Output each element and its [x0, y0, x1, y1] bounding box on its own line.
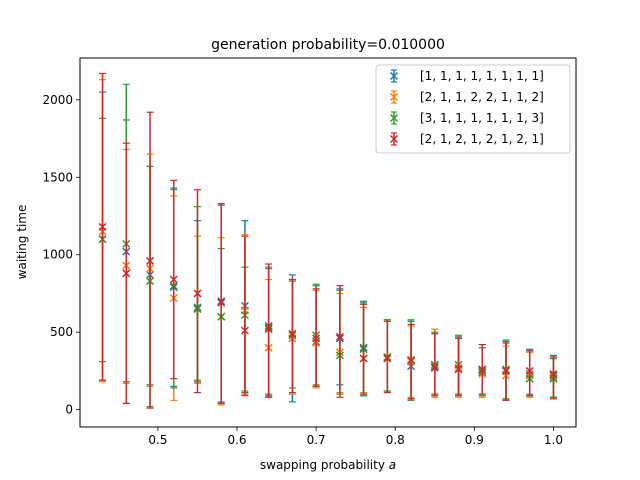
data-point [98, 222, 107, 231]
legend-marker [389, 92, 399, 102]
chart-title: generation probability=0.010000 [211, 37, 445, 53]
legend-item-2: [2, 1, 1, 2, 2, 1, 1, 2] [389, 90, 544, 104]
y-tick-label: 0 [65, 403, 73, 417]
legend-item-1: [1, 1, 1, 1, 1, 1, 1, 1] [389, 69, 544, 83]
data-point [407, 356, 416, 365]
data-point [288, 329, 297, 338]
x-axis-title-text: swapping probability [260, 458, 385, 472]
y-axis: 0 500 1000 1500 2000 [42, 93, 80, 417]
y-tick-label: 1500 [42, 170, 73, 184]
data-point [549, 369, 558, 379]
legend: [1, 1, 1, 1, 1, 1, 1, 1] [2, 1, 1, 2, 2, … [375, 64, 571, 154]
legend-label: [3, 1, 1, 1, 1, 1, 1, 3] [420, 111, 544, 125]
legend-label: [2, 1, 2, 1, 2, 1, 2, 1] [420, 132, 544, 146]
x-tick-label: 0.9 [465, 433, 484, 447]
data-point [525, 366, 534, 375]
data-point [264, 325, 273, 334]
data-point [454, 365, 463, 374]
y-axis-title: waiting time [15, 205, 29, 280]
legend-box [375, 64, 571, 154]
data-point [501, 366, 511, 375]
y-tick-label: 1000 [42, 248, 73, 262]
legend-item-3: [3, 1, 1, 1, 1, 1, 1, 3] [389, 111, 544, 125]
legend-marker [389, 134, 399, 144]
x-tick-label: 0.5 [148, 433, 167, 447]
x-axis-title: swapping probability a [260, 458, 396, 472]
data-point [145, 256, 155, 265]
x-tick-label: 0.7 [307, 433, 326, 447]
x-axis: 0.5 0.6 0.7 0.8 0.9 1.0 [148, 427, 563, 447]
x-axis-title-variable: a [389, 458, 396, 472]
series-4 [98, 72, 558, 409]
y-tick-label: 500 [50, 325, 73, 339]
legend-marker [389, 113, 399, 123]
data-point [312, 334, 321, 343]
data-point [122, 269, 131, 278]
axes-frame [79, 57, 577, 428]
legend-item-4: [2, 1, 2, 1, 2, 1, 2, 1] [389, 132, 544, 146]
x-tick-label: 0.8 [386, 433, 405, 447]
x-tick-label: 1.0 [544, 433, 563, 447]
data-point [478, 365, 487, 374]
data-point [430, 363, 439, 372]
plot-area [98, 72, 558, 409]
data-point [383, 354, 392, 363]
legend-label: [1, 1, 1, 1, 1, 1, 1, 1] [420, 69, 544, 83]
data-point [240, 326, 249, 335]
data-point [359, 354, 368, 363]
data-point [335, 332, 344, 341]
data-point [193, 289, 202, 298]
x-tick-label: 0.6 [227, 433, 246, 447]
data-point [169, 275, 178, 284]
legend-label: [2, 1, 1, 2, 2, 1, 1, 2] [420, 90, 544, 104]
data-point [217, 298, 226, 307]
y-tick-label: 2000 [42, 93, 73, 107]
legend-marker [389, 71, 399, 81]
